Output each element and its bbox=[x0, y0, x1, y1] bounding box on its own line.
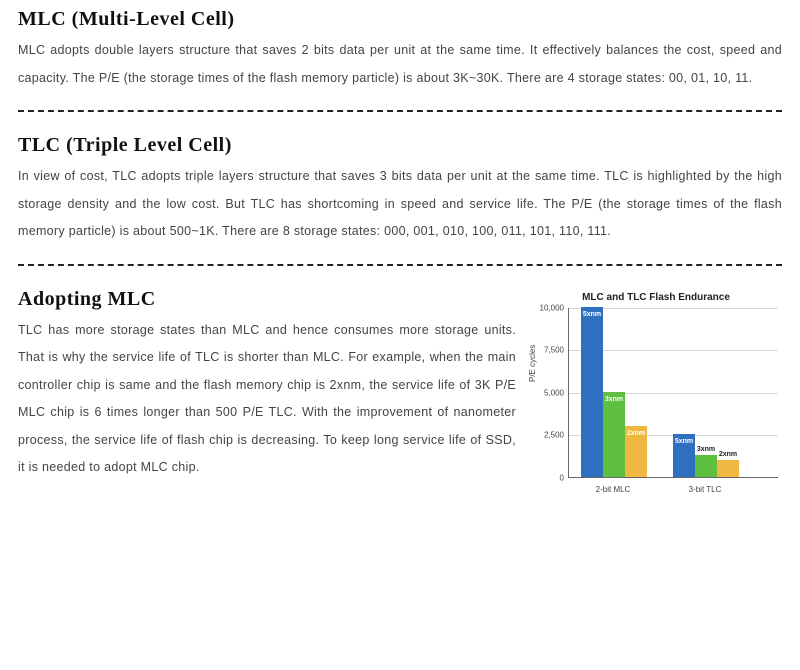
section-tlc: TLC (Triple Level Cell) In view of cost,… bbox=[18, 134, 782, 246]
chart-bar: 3xnm bbox=[603, 392, 625, 477]
chart-bar-label: 5xnm bbox=[583, 311, 601, 318]
chart-bar-label: 2xnm bbox=[719, 451, 737, 458]
chart-title: MLC and TLC Flash Endurance bbox=[530, 292, 782, 303]
chart-ytick: 2,500 bbox=[530, 431, 564, 440]
section-adopting: Adopting MLC TLC has more storage states… bbox=[18, 288, 782, 498]
divider-2 bbox=[18, 264, 782, 266]
chart-bar: 5xnm bbox=[673, 434, 695, 477]
chart-ytick: 10,000 bbox=[530, 303, 564, 312]
heading-tlc: TLC (Triple Level Cell) bbox=[18, 134, 782, 157]
chart-xlabel: 2-bit MLC bbox=[596, 485, 631, 494]
chart-bar-label: 2xnm bbox=[627, 430, 645, 437]
chart-bar: 2xnm bbox=[625, 426, 647, 477]
chart-bar: 5xnm bbox=[581, 307, 603, 477]
chart-bar: 3xnm bbox=[695, 455, 717, 476]
body-mlc: MLC adopts double layers structure that … bbox=[18, 37, 782, 92]
chart-bar: 2xnm bbox=[717, 460, 739, 477]
body-tlc: In view of cost, TLC adopts triple layer… bbox=[18, 163, 782, 246]
chart-xlabel: 3-bit TLC bbox=[689, 485, 722, 494]
heading-mlc: MLC (Multi-Level Cell) bbox=[18, 8, 782, 31]
divider-1 bbox=[18, 110, 782, 112]
chart-bar-label: 3xnm bbox=[697, 446, 715, 453]
chart-plot-area: 5xnm3xnm2xnm5xnm3xnm2xnm bbox=[568, 308, 778, 478]
adopting-text-col: Adopting MLC TLC has more storage states… bbox=[18, 288, 516, 498]
section-mlc: MLC (Multi-Level Cell) MLC adopts double… bbox=[18, 8, 782, 92]
chart-bar-label: 5xnm bbox=[675, 438, 693, 445]
chart-bar-label: 3xnm bbox=[605, 396, 623, 403]
endurance-chart: MLC and TLC Flash Endurance P/E cycles 5… bbox=[530, 292, 782, 498]
chart-col: MLC and TLC Flash Endurance P/E cycles 5… bbox=[530, 288, 782, 498]
body-adopting: TLC has more storage states than MLC and… bbox=[18, 317, 516, 482]
chart-ytick: 0 bbox=[530, 473, 564, 482]
heading-adopting: Adopting MLC bbox=[18, 288, 516, 311]
chart-ytick: 7,500 bbox=[530, 346, 564, 355]
chart-ytick: 5,000 bbox=[530, 388, 564, 397]
